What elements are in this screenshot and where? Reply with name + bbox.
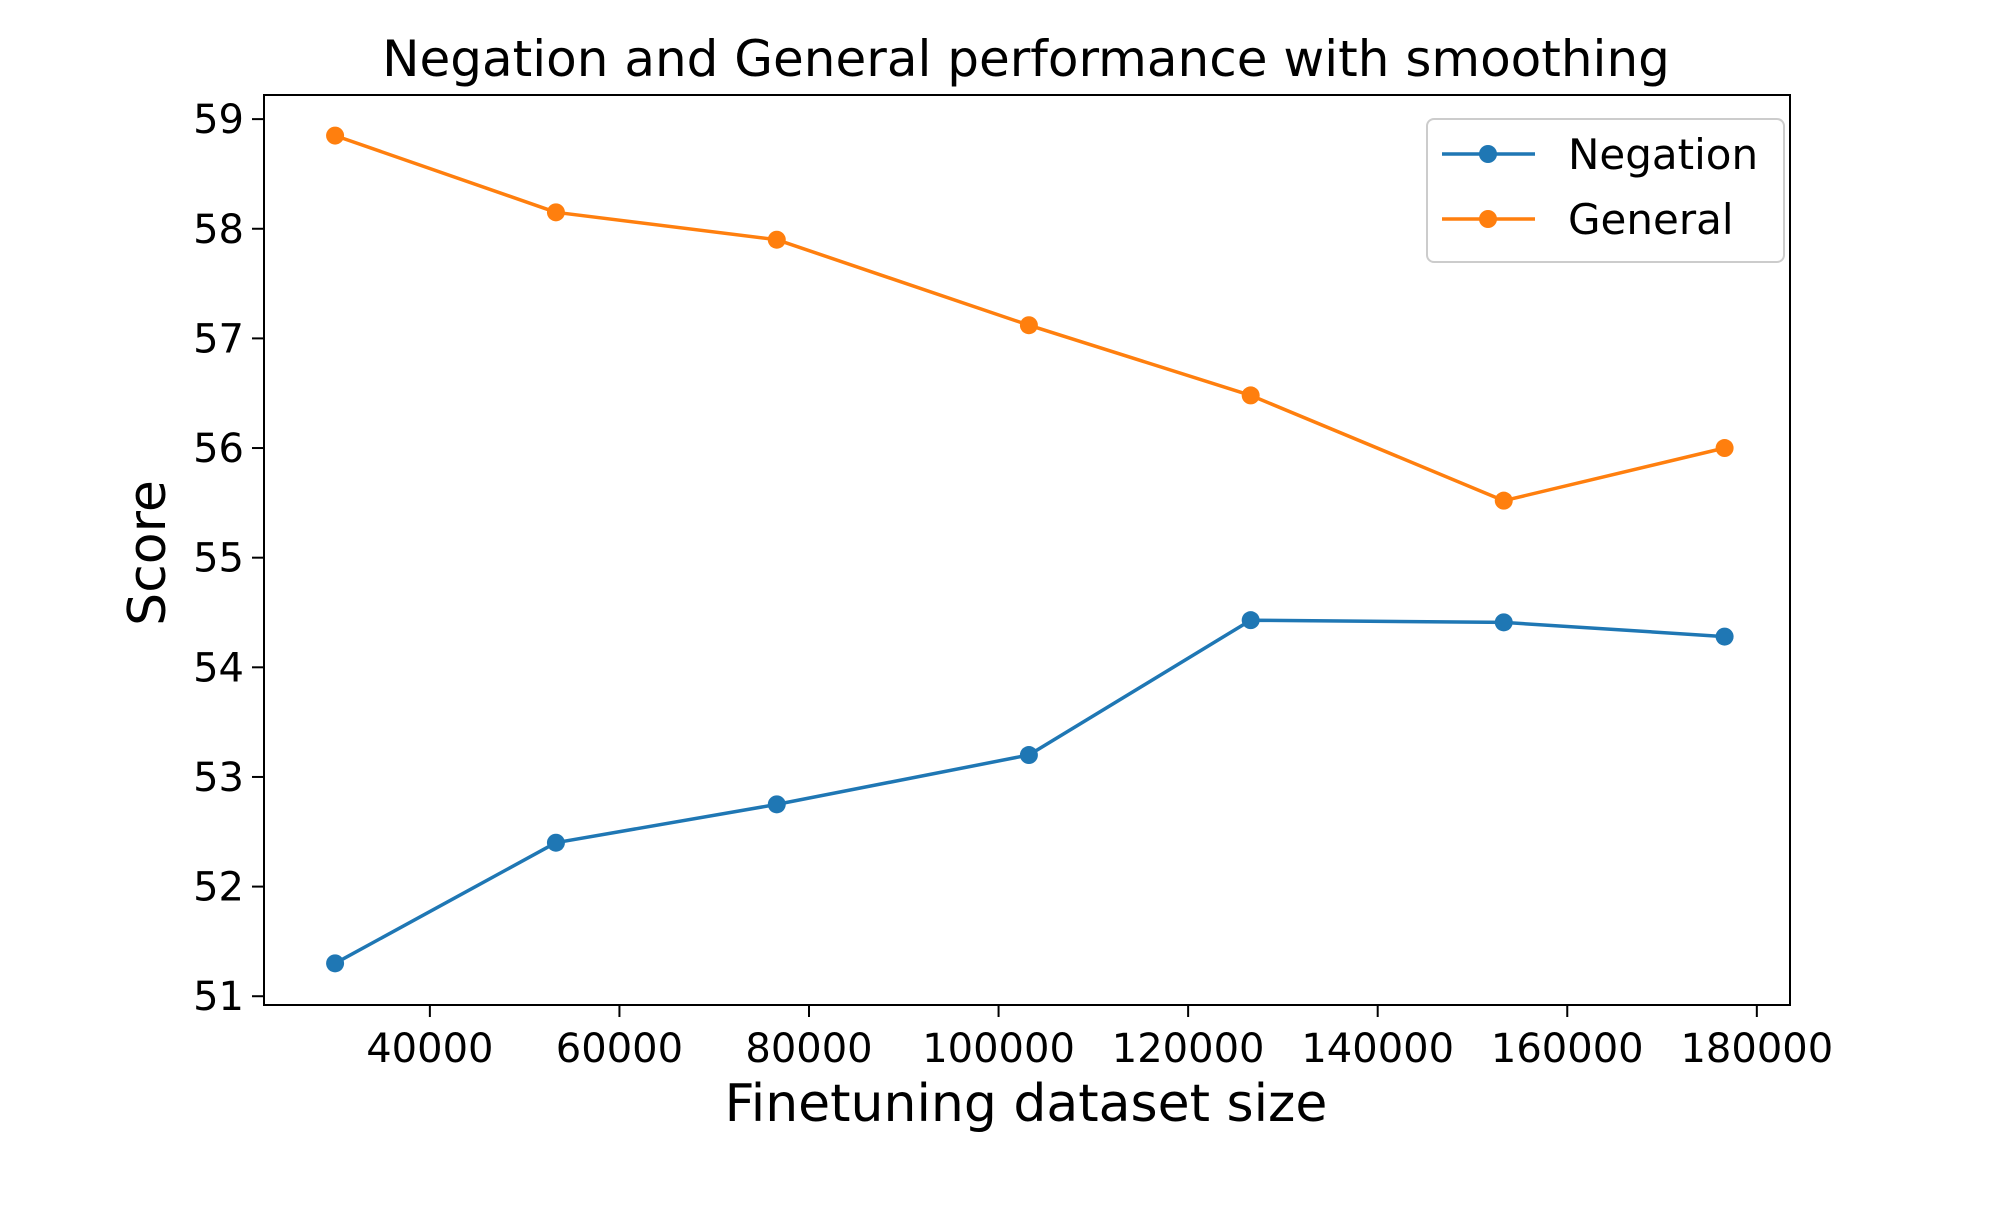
plot-frame	[263, 94, 1791, 1006]
y-tick-label: 53	[193, 755, 244, 801]
y-tick-label: 54	[193, 645, 244, 691]
legend: Negation General	[1426, 118, 1785, 263]
y-axis-label: Score	[118, 480, 178, 626]
x-tick-label: 40000	[366, 1026, 493, 1072]
legend-swatch-marker-negation	[1479, 145, 1497, 163]
series-line-negation	[334, 618, 1725, 965]
data-point-negation	[1241, 611, 1260, 630]
plot-area	[326, 126, 1734, 973]
x-tick-label: 140000	[1301, 1026, 1454, 1072]
x-tick-label: 160000	[1491, 1026, 1644, 1072]
data-point-negation	[1019, 746, 1038, 765]
data-point-general	[1715, 439, 1734, 458]
y-tick-label: 52	[193, 865, 244, 911]
legend-swatch-marker-general	[1479, 210, 1497, 228]
data-point-general	[326, 126, 345, 145]
data-point-general	[1019, 316, 1038, 335]
data-point-negation	[1494, 613, 1513, 632]
y-tick-label: 58	[193, 207, 244, 253]
data-point-general	[1494, 491, 1513, 510]
data-point-general	[767, 230, 786, 249]
x-tick-label: 80000	[745, 1026, 872, 1072]
data-point-negation	[546, 833, 565, 852]
data-point-negation	[767, 795, 786, 814]
data-point-general	[546, 203, 565, 222]
x-tick-label: 100000	[922, 1026, 1075, 1072]
y-tick-label: 51	[193, 974, 244, 1020]
legend-label-general: General	[1568, 195, 1734, 244]
x-axis: 40000 60000 80000 100000 120000 140000 160000 1…	[366, 1005, 1833, 1072]
y-tick-label: 55	[193, 536, 244, 582]
x-tick-label: 180000	[1680, 1026, 1833, 1072]
x-tick-label: 60000	[556, 1026, 683, 1072]
x-axis-label: Finetuning dataset size	[725, 1074, 1328, 1134]
chart-title: Negation and General performance with sm…	[382, 30, 1670, 88]
y-tick-label: 56	[193, 426, 244, 472]
legend-label-negation: Negation	[1568, 130, 1758, 179]
data-point-negation	[326, 954, 345, 973]
data-point-general	[1241, 386, 1260, 405]
x-tick-label: 120000	[1112, 1026, 1265, 1072]
y-axis: 51 52 53 54 55 56 57 58 59	[193, 97, 264, 1020]
data-point-negation	[1715, 627, 1734, 646]
y-tick-label: 59	[193, 97, 244, 143]
y-tick-label: 57	[193, 316, 244, 362]
